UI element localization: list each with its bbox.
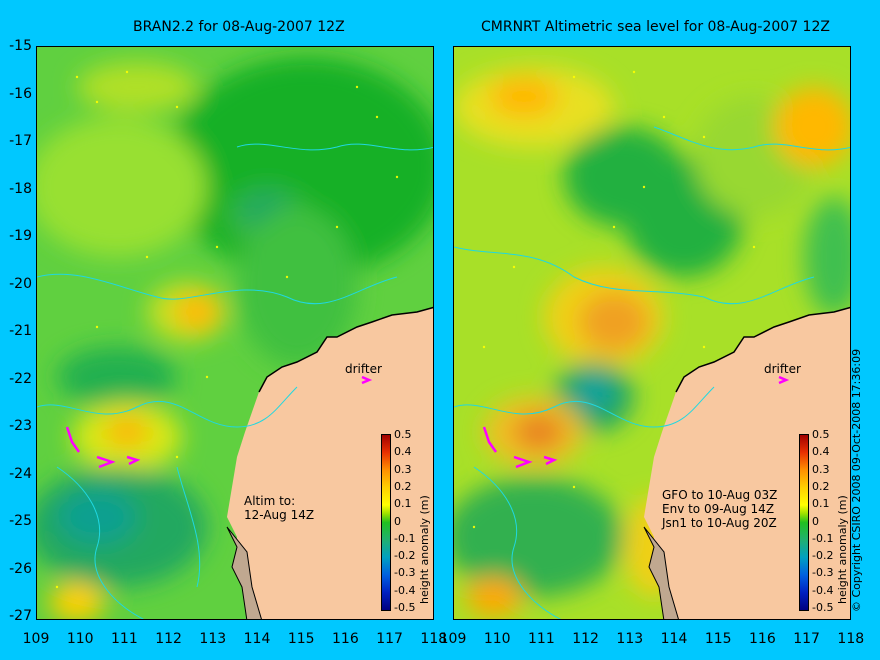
y-tick-label: -27	[9, 608, 32, 624]
y-tick-label: -15	[9, 38, 32, 54]
colorbar-tick-label: -0.5	[812, 601, 834, 614]
colorbar-tick-label: 0.5	[394, 428, 412, 441]
x-tick-label: 110	[66, 631, 94, 647]
y-tick-label: -26	[9, 560, 32, 577]
left-colorbar	[381, 434, 391, 611]
drifter-tracks	[482, 375, 790, 469]
colorbar-tick-label: -0.4	[394, 583, 416, 597]
x-tick-label: 116	[332, 631, 359, 647]
colorbar-tick-label: -0.1	[394, 531, 416, 545]
y-tick-label: -25	[9, 513, 32, 529]
left-drifter-label: drifter	[345, 362, 382, 376]
x-tick-label: 116	[749, 631, 776, 647]
left-map-panel	[36, 46, 434, 620]
drifter-tracks	[65, 375, 373, 469]
colorbar-tick-label: -0.4	[812, 583, 834, 597]
left-panel-title: BRAN2.2 for 08-Aug-2007 12Z	[133, 19, 345, 35]
y-tick-label: -19	[9, 228, 32, 244]
y-tick-label: -21	[9, 323, 32, 339]
x-tick-label: 118	[420, 631, 448, 647]
colorbar-tick-label: 0.2	[812, 479, 830, 493]
y-tick-label: -16	[9, 85, 32, 102]
colorbar-tick-label: 0	[394, 514, 401, 528]
colorbar-tick-label: 0.4	[812, 445, 830, 459]
copyright-stamp: © Copyright CSIRO 2008 09-Oct-2008 17:36…	[850, 348, 863, 612]
left-colorbar-label: height anomaly (m)	[418, 495, 431, 604]
colorbar-tick-label: 0.3	[812, 462, 830, 476]
x-tick-label: 113	[616, 631, 644, 647]
x-tick-label: 117	[376, 631, 403, 647]
right-drifter-label: drifter	[764, 362, 801, 376]
colorbar-tick-label: -0.3	[394, 566, 416, 580]
x-tick-label: 114	[660, 631, 688, 647]
x-tick-label: 115	[704, 631, 732, 647]
y-tick-label: -23	[9, 418, 32, 434]
colorbar-tick-label: -0.5	[394, 601, 416, 614]
y-tick-label: -20	[9, 275, 32, 292]
colorbar-tick-label: 0.5	[812, 428, 830, 441]
x-tick-label: 114	[243, 631, 271, 647]
right-colorbar-label: height anomaly (m)	[836, 495, 849, 604]
right-panel-title: CMRNRT Altimetric sea level for 08-Aug-2…	[481, 19, 830, 35]
left-altim-note-line1: Altim to:	[244, 494, 296, 508]
right-altim-note-line2: Env to 09-Aug 14Z	[662, 502, 775, 516]
x-tick-label: 112	[572, 631, 599, 647]
x-tick-label: 110	[483, 631, 511, 647]
colorbar-tick-label: 0.3	[394, 462, 412, 476]
x-tick-label: 109	[439, 631, 467, 647]
colorbar-tick-label: 0	[812, 514, 819, 528]
colorbar-tick-label: -0.1	[812, 531, 834, 545]
colorbar-tick-label: 0.2	[394, 479, 412, 493]
y-tick-label: -17	[9, 133, 32, 149]
colorbar-tick-label: 0.1	[812, 497, 830, 511]
colorbar-tick-label: -0.2	[812, 549, 834, 563]
y-tick-label: -24	[9, 465, 32, 482]
right-altim-note-line3: Jsn1 to 10-Aug 20Z	[662, 516, 777, 530]
x-tick-label: 118	[837, 631, 865, 647]
colorbar-tick-label: 0.1	[394, 497, 412, 511]
left-map	[37, 47, 433, 619]
y-tick-label: -18	[9, 180, 32, 197]
colorbar-tick-label: -0.2	[394, 549, 416, 563]
x-tick-label: 113	[199, 631, 227, 647]
right-colorbar	[799, 434, 809, 611]
y-tick-label: -22	[9, 370, 32, 387]
x-tick-label: 111	[111, 631, 138, 647]
x-tick-label: 112	[155, 631, 182, 647]
x-tick-label: 115	[287, 631, 315, 647]
x-tick-label: 109	[22, 631, 50, 647]
right-map-panel	[453, 46, 851, 620]
x-tick-label: 117	[793, 631, 820, 647]
colorbar-tick-label: 0.4	[394, 445, 412, 459]
colorbar-tick-label: -0.3	[812, 566, 834, 580]
left-altim-note-line2: 12-Aug 14Z	[244, 508, 315, 522]
right-altim-note-line1: GFO to 10-Aug 03Z	[662, 488, 778, 502]
x-tick-label: 111	[528, 631, 555, 647]
right-map	[454, 47, 850, 619]
